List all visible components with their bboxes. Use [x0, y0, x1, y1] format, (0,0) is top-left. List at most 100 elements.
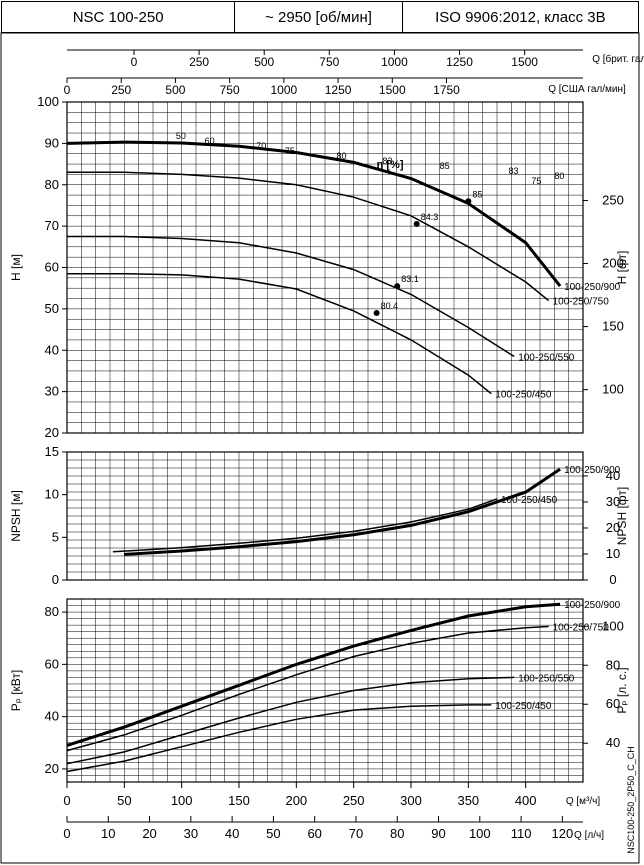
imp-tick-label: 750 — [319, 55, 339, 69]
efficiency-curve-label: 83 — [508, 166, 518, 176]
y2-tick-label: 40 — [606, 468, 620, 483]
q-m3h-tick-label: 0 — [63, 793, 70, 808]
y2-axis-label: Pₚ [л. с.] — [615, 667, 629, 713]
efficiency-curve-label: 75 — [531, 176, 541, 186]
q-ls-tick-label: 0 — [63, 826, 70, 841]
efficiency-point-label: 80.4 — [381, 301, 399, 311]
y2-tick-label: 200 — [602, 256, 624, 271]
curve-label-100-250/450: 100-250/450 — [495, 390, 552, 401]
q-m3h-tick-label: 150 — [228, 793, 250, 808]
curve-100-250/750 — [66, 625, 549, 752]
y-tick-label: 40 — [45, 709, 59, 724]
y-tick-label: 40 — [45, 342, 59, 357]
q-ls-tick-label: 50 — [266, 826, 280, 841]
us-tick-label: 250 — [111, 83, 131, 97]
efficiency-point — [465, 198, 472, 205]
panel-head: 20 30 40 50 60 70 80 90 100 100 150 200 250 H [м] H [ф… — [9, 94, 629, 440]
y-tick-label: 10 — [45, 487, 59, 502]
efficiency-curve-label: 75 — [285, 146, 295, 156]
us-tick-label: 1000 — [271, 83, 298, 97]
y2-tick-label: 10 — [606, 546, 620, 561]
y-tick-label: 15 — [45, 444, 59, 459]
us-tick-label: 1500 — [379, 83, 406, 97]
q-m3h-axis-label: Q [м³/ч] — [566, 796, 601, 807]
y2-tick-label: 40 — [606, 735, 620, 750]
efficiency-point — [413, 221, 420, 228]
y-tick-label: 0 — [52, 572, 59, 587]
curve-label-100-250/900: 100-250/900 — [564, 465, 621, 476]
curve-label-100-250/550: 100-250/550 — [518, 352, 575, 363]
q-ls-tick-label: 100 — [469, 826, 491, 841]
efficiency-curve-label: 80 — [336, 151, 346, 161]
efficiency-point-label: 84.3 — [421, 212, 439, 222]
q-m3h-tick-label: 300 — [400, 793, 422, 808]
q-ls-tick-label: 80 — [390, 826, 404, 841]
test-standard: ISO 9906:2012, класс 3B — [435, 8, 606, 26]
y2-tick-label: 80 — [606, 657, 620, 672]
outer-frame — [0, 32, 640, 864]
q-ls-tick-label: 70 — [349, 826, 363, 841]
y-tick-label: 30 — [45, 384, 59, 399]
panel-npsh: 0 5 10 15 0 10 20 30 40 NPSH [м] NPSH [фт] 100-250/… — [9, 444, 629, 587]
y-tick-label: 80 — [45, 177, 59, 192]
plot-area — [66, 451, 584, 581]
y2-tick-label: 30 — [606, 494, 620, 509]
imp-tick-label: 0 — [131, 55, 138, 69]
y2-tick-label: 20 — [606, 520, 620, 535]
curve-100-250/550 — [66, 676, 515, 765]
curve-label-100-250/450: 100-250/450 — [501, 495, 558, 506]
y2-tick-label: 150 — [602, 319, 624, 334]
bottom-axes: 0 50 100 150 200 250 300 350 400 Q [м³/ч] 0 10 20 30 4… — [63, 746, 636, 854]
imp-tick-label: 1500 — [511, 55, 538, 69]
y-tick-label: 90 — [45, 135, 59, 150]
y-tick-label: 20 — [45, 425, 59, 440]
q-m3h-tick-label: 250 — [343, 793, 365, 808]
curve-100-250/450 — [66, 704, 492, 773]
q-m3h-tick-label: 200 — [285, 793, 307, 808]
curve-label-100-250/900: 100-250/900 — [564, 282, 621, 293]
y2-tick-label: 250 — [602, 192, 624, 207]
q-m3h-tick-label: 350 — [457, 793, 479, 808]
efficiency-point — [373, 310, 380, 317]
q-ls-tick-label: 30 — [184, 826, 198, 841]
us-tick-label: 750 — [220, 83, 240, 97]
curve-100-250/450 — [112, 498, 498, 553]
q-ls-tick-label: 120 — [552, 826, 574, 841]
us-tick-label: 0 — [64, 83, 71, 97]
y-tick-label: 50 — [45, 301, 59, 316]
q-m3h-tick-label: 100 — [171, 793, 193, 808]
y2-tick-label: 0 — [609, 572, 616, 587]
curve-label-100-250/750: 100-250/750 — [553, 622, 610, 633]
y-tick-label: 60 — [45, 656, 59, 671]
curve-label-100-250/900: 100-250/900 — [564, 600, 621, 611]
curve-100-250/900 — [66, 602, 561, 747]
q-ls-axis-label: Q [л/ч] — [574, 830, 604, 841]
efficiency-curve-label: 50 — [176, 131, 186, 141]
us-axis-label: Q [США гал/мин] — [548, 84, 626, 95]
curve-label-100-250/450: 100-250/450 — [495, 701, 552, 712]
curve-label-100-250/550: 100-250/550 — [518, 673, 575, 684]
q-ls-tick-label: 10 — [101, 826, 115, 841]
y2-axis-label: NPSH [фт] — [615, 487, 629, 545]
curve-100-250/450 — [67, 272, 492, 395]
q-ls-tick-label: 20 — [142, 826, 156, 841]
curve-100-250/900 — [66, 140, 562, 288]
efficiency-label: η [%] — [377, 159, 404, 171]
y-axis-label: H [м] — [9, 254, 23, 281]
y2-tick-label: 100 — [602, 382, 624, 397]
q-ls-tick-label: 90 — [431, 826, 445, 841]
efficiency-point-label: 83.1 — [401, 274, 419, 284]
q-ls-tick-label: 40 — [225, 826, 239, 841]
y-tick-label: 70 — [45, 218, 59, 233]
pump-speed: ~ 2950 [об/мин] — [235, 2, 403, 32]
plot-area — [66, 598, 584, 783]
q-ls-tick-label: 60 — [307, 826, 321, 841]
us-tick-label: 500 — [165, 83, 185, 97]
q-m3h-tick-label: 400 — [515, 793, 537, 808]
imp-tick-label: 250 — [189, 55, 209, 69]
y-tick-label: 5 — [52, 529, 59, 544]
y2-tick-label: 100 — [602, 618, 624, 633]
q-m3h-tick-label: 50 — [117, 793, 131, 808]
doc-code: NSC100-250_2P50_C_CH — [626, 746, 636, 854]
